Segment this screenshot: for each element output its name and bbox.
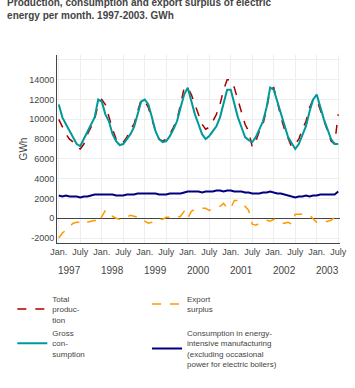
svg-text:July: July: [72, 247, 89, 257]
svg-text:10000: 10000: [29, 114, 54, 124]
svg-text:Exportsurplus: Exportsurplus: [187, 295, 213, 314]
svg-text:1999: 1999: [144, 265, 167, 276]
svg-text:-2000: -2000: [31, 233, 54, 243]
svg-text:2000: 2000: [34, 194, 54, 204]
svg-text:2003: 2003: [316, 265, 339, 276]
svg-text:1998: 1998: [101, 265, 124, 276]
svg-text:July: July: [115, 247, 132, 257]
svg-text:Jan.: Jan.: [179, 247, 196, 257]
svg-text:July: July: [244, 247, 261, 257]
svg-text:Jan.: Jan.: [93, 247, 110, 257]
svg-text:GWh: GWh: [18, 138, 29, 161]
svg-text:Jan.: Jan.: [136, 247, 153, 257]
svg-text:0: 0: [49, 213, 54, 223]
svg-text:Jan.: Jan.: [308, 247, 325, 257]
svg-text:Jan.: Jan.: [50, 247, 67, 257]
svg-text:July: July: [330, 247, 347, 257]
svg-text:2001: 2001: [230, 265, 253, 276]
svg-text:12000: 12000: [29, 95, 54, 105]
svg-text:Totalproduc-tion: Totalproduc-tion: [52, 295, 79, 325]
svg-text:Production, consumption and ex: Production, consumption and export surpl…: [7, 0, 271, 21]
svg-text:4000: 4000: [34, 174, 54, 184]
svg-text:Jan.: Jan.: [265, 247, 282, 257]
svg-text:Jan.: Jan.: [222, 247, 239, 257]
svg-text:1997: 1997: [58, 265, 81, 276]
svg-text:8000: 8000: [34, 134, 54, 144]
svg-text:July: July: [201, 247, 218, 257]
svg-text:14000: 14000: [29, 75, 54, 85]
svg-text:2000: 2000: [187, 265, 210, 276]
svg-text:Consumption in energy-intensiv: Consumption in energy-intensive manufact…: [187, 329, 277, 369]
svg-text:2002: 2002: [273, 265, 296, 276]
svg-text:July: July: [158, 247, 175, 257]
svg-text:6000: 6000: [34, 154, 54, 164]
svg-text:July: July: [287, 247, 304, 257]
svg-text:Grosscon-sumption: Grosscon-sumption: [52, 329, 84, 359]
